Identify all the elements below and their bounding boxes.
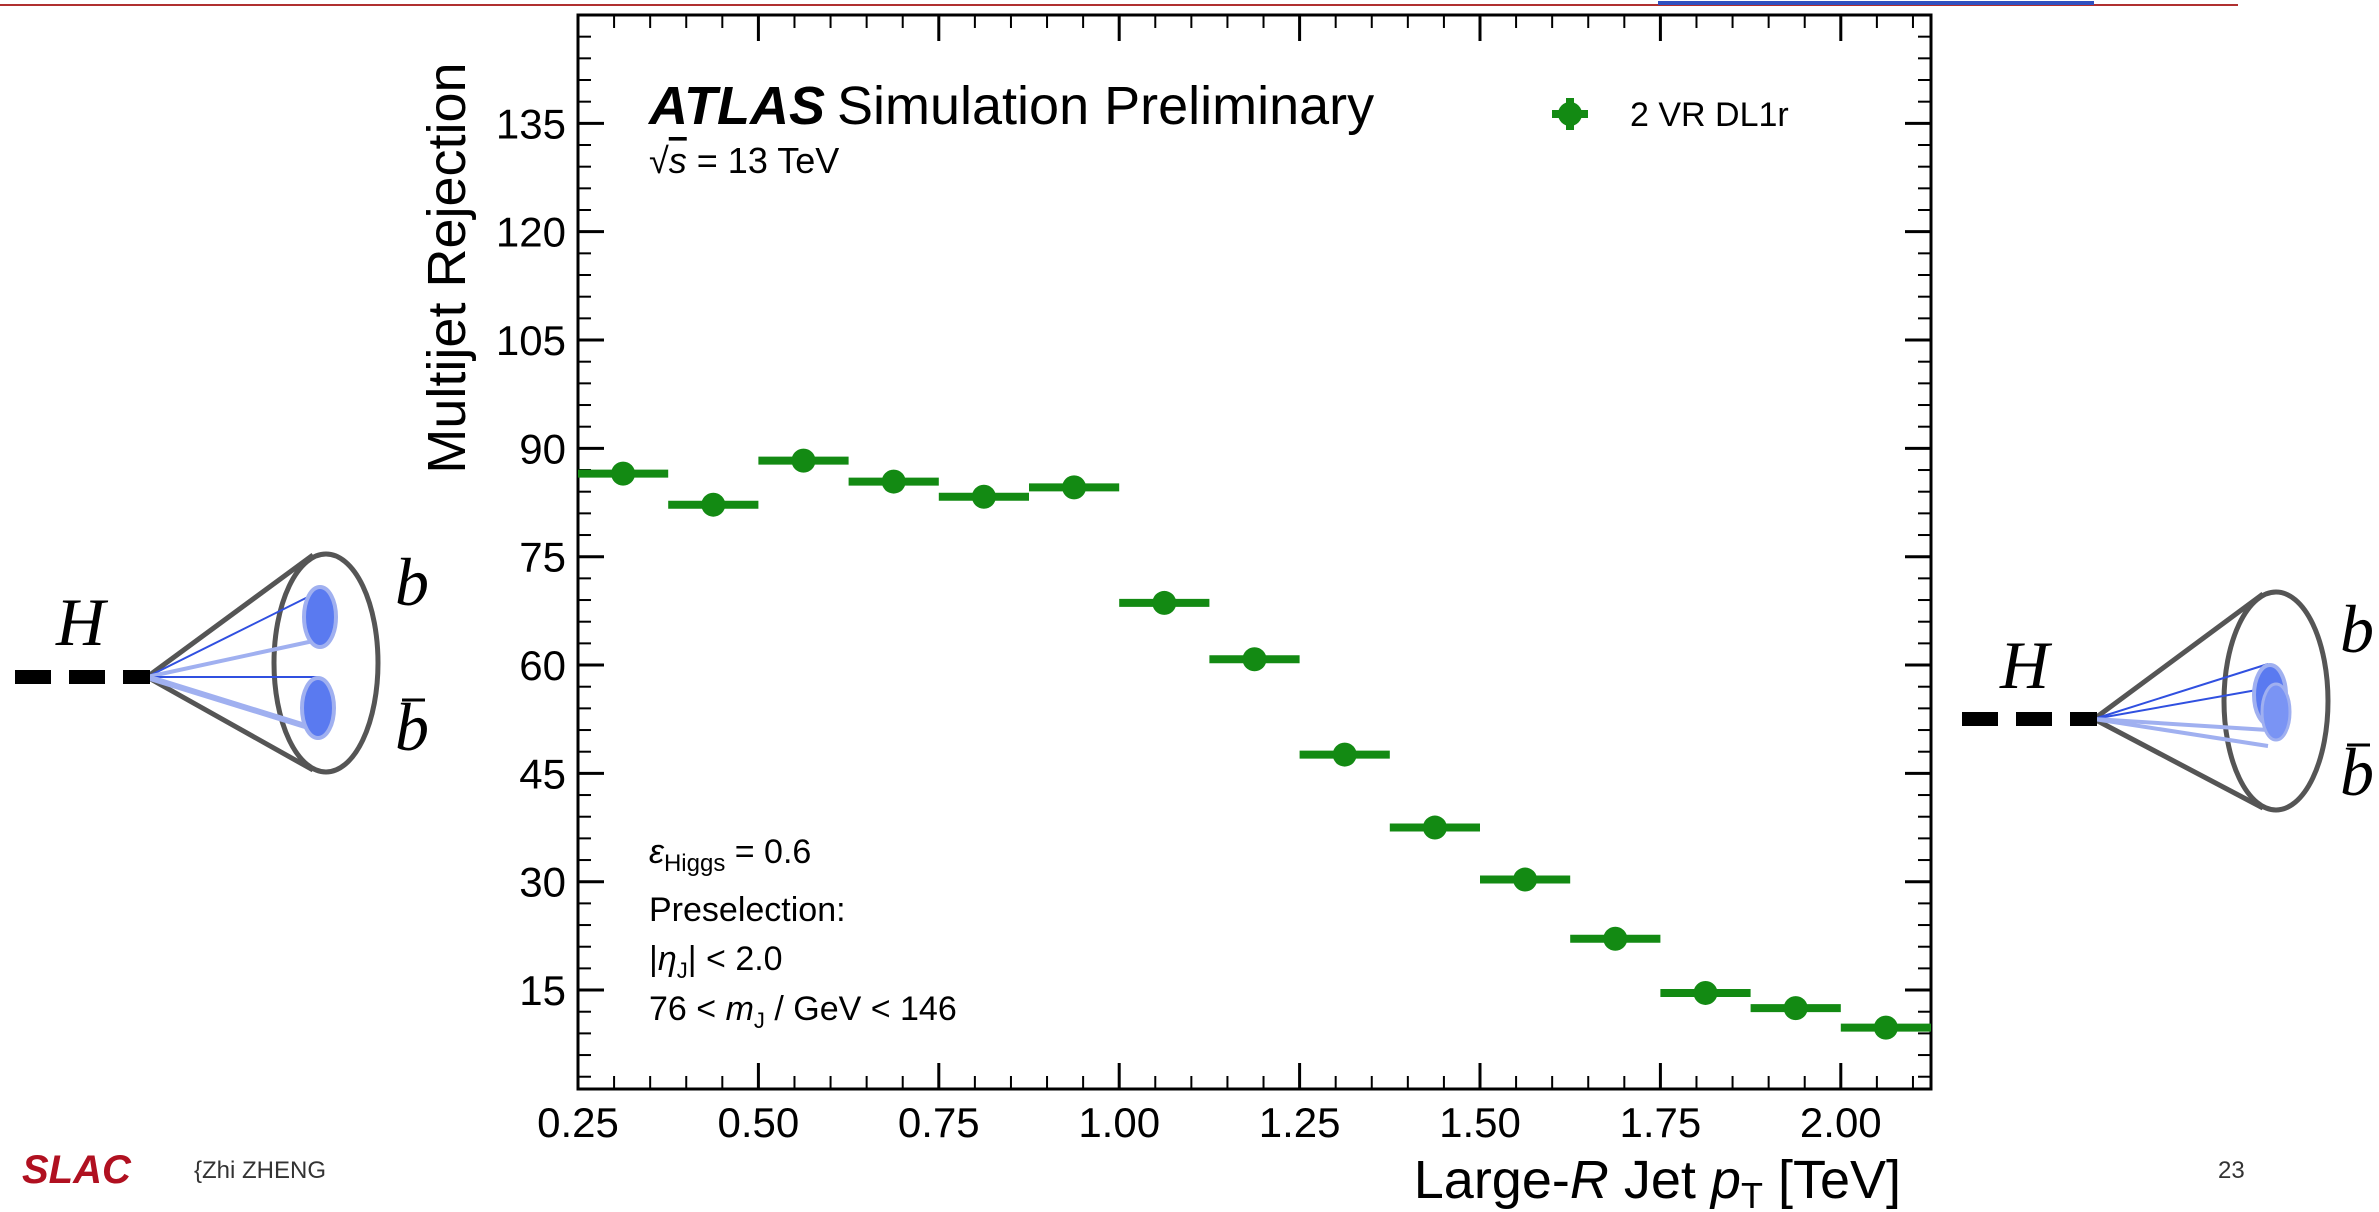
data-point <box>881 469 906 494</box>
y-tick-label: 45 <box>519 750 566 797</box>
track <box>2093 717 2269 732</box>
data-point <box>701 492 726 517</box>
data-point <box>1693 980 1718 1005</box>
data-point <box>1422 815 1447 840</box>
x-tick-label: 2.00 <box>1800 1099 1882 1146</box>
data-point <box>1152 590 1177 615</box>
plot: ATLAS Simulation Preliminary √s = 13 TeV … <box>417 13 1933 1212</box>
quark-label: b <box>395 544 429 620</box>
x-label-part: [TeV] <box>1763 1150 1901 1210</box>
chart-title: ATLAS Simulation Preliminary <box>647 76 1374 136</box>
y-tick-label: 90 <box>519 425 566 472</box>
data-point <box>971 484 996 509</box>
cone-edge <box>145 552 315 680</box>
annotation-part: m <box>726 990 754 1028</box>
data-point <box>1783 996 1808 1021</box>
antiquark-label: b <box>395 689 429 765</box>
y-tick-label: 105 <box>496 317 566 364</box>
energy-part: √ <box>649 140 669 181</box>
track <box>146 638 319 679</box>
annotation-part: = 0.6 <box>725 833 811 871</box>
x-label-part: R <box>1570 1150 1609 1210</box>
track <box>2093 717 2269 748</box>
vertex <box>142 670 150 684</box>
data-point <box>1513 867 1538 892</box>
y-tick-label: 75 <box>519 534 566 581</box>
x-label-part: Large- <box>1414 1150 1570 1210</box>
x-tick-label: 1.00 <box>1078 1099 1160 1146</box>
data-point <box>1242 647 1267 672</box>
annotation: Preselection: <box>649 891 846 929</box>
b-jet <box>300 676 336 740</box>
y-tick-label: 15 <box>519 967 566 1014</box>
author: {Zhi ZHENG <box>194 1157 326 1184</box>
right-diagram: H b b <box>1962 589 2374 813</box>
x-label-part: Jet <box>1609 1150 1711 1210</box>
boson-label: H <box>1999 627 2053 703</box>
y-tick-label: 60 <box>519 642 566 689</box>
annotation: |ηJ| < 2.0 <box>649 940 783 983</box>
x-tick-label: 0.25 <box>537 1099 619 1146</box>
annotation-part: | <box>649 940 658 978</box>
annotation-part: Preselection: <box>649 891 846 929</box>
annotation-part: 76 < <box>649 990 726 1028</box>
x-tick-label: 0.50 <box>718 1099 800 1146</box>
x-tick-label: 0.75 <box>898 1099 980 1146</box>
annotation-part: J <box>677 958 688 983</box>
y-tick-label: 120 <box>496 209 566 256</box>
logo: SLAC <box>22 1148 132 1192</box>
page-number: 23 <box>2218 1157 2245 1184</box>
annotation: εHiggs = 0.6 <box>649 833 811 877</box>
annotation-part: / GeV < 146 <box>765 990 957 1028</box>
x-tick-label: 1.25 <box>1259 1099 1341 1146</box>
boson-label: H <box>55 584 109 660</box>
annotation-part: Higgs <box>664 850 725 877</box>
cone-edge <box>2092 716 2265 811</box>
data-point <box>1603 926 1628 951</box>
quark-label: b <box>2340 591 2374 667</box>
energy-part: = 13 TeV <box>687 140 839 181</box>
cone-edge <box>2092 591 2265 722</box>
plot-frame <box>576 13 1933 1091</box>
data-point <box>1332 742 1357 767</box>
energy: √s = 13 TeV <box>649 140 839 181</box>
cone-edge <box>145 674 315 773</box>
data-point <box>1062 475 1087 500</box>
antiquark-label: b <box>2340 734 2374 810</box>
track <box>146 674 319 733</box>
data-point <box>791 448 816 473</box>
cone-base <box>271 551 381 775</box>
cone-base <box>2221 589 2331 813</box>
legend-marker <box>1558 102 1582 126</box>
x-label-part: T <box>1741 1175 1763 1212</box>
y-tick-label: 135 <box>496 100 566 147</box>
annotation: 76 < mJ / GeV < 146 <box>649 990 957 1033</box>
b-jet <box>302 585 338 649</box>
data-point <box>611 461 636 486</box>
annotation-part: J <box>754 1008 765 1033</box>
x-label-part: p <box>1709 1150 1741 1210</box>
left-diagram: H b b <box>15 544 429 775</box>
y-tick-label: 30 <box>519 859 566 906</box>
title-label: Simulation Preliminary <box>837 76 1374 136</box>
x-axis-label: Large-R Jet pT [TeV] <box>1414 1150 1901 1212</box>
data-point <box>1873 1015 1898 1040</box>
annotation-part: η <box>658 940 677 978</box>
b-jet <box>2260 682 2292 742</box>
energy-part: s <box>669 140 687 181</box>
x-tick-label: 1.75 <box>1620 1099 1702 1146</box>
vertex <box>2089 712 2097 726</box>
track <box>2093 663 2269 720</box>
track <box>146 591 319 678</box>
annotation-part: | < 2.0 <box>688 940 783 978</box>
x-tick-label: 1.50 <box>1439 1099 1521 1146</box>
annotation-part: ε <box>649 833 665 871</box>
legend-label: 2 VR DL1r <box>1630 96 1789 134</box>
track <box>2093 687 2269 720</box>
experiment: ATLAS <box>647 76 825 136</box>
y-axis-label: Multijet Rejection <box>417 62 477 473</box>
